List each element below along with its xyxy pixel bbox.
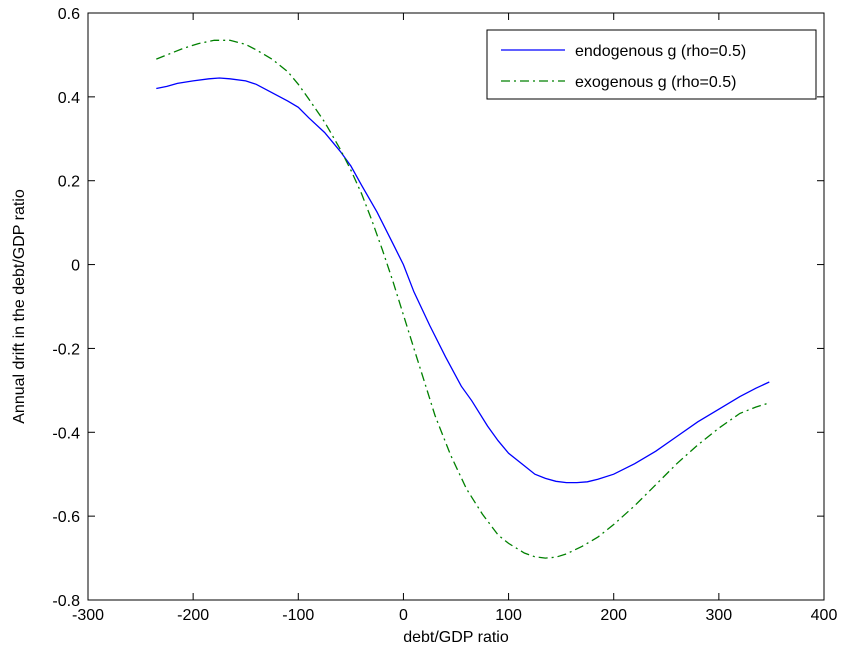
axis-ticks bbox=[87, 12, 825, 601]
y-tick-label: -0.4 bbox=[52, 425, 80, 442]
plot-area-frame bbox=[87, 12, 825, 601]
y-tick-label: -0.6 bbox=[52, 509, 80, 526]
x-axis-label: debt/GDP ratio bbox=[403, 629, 509, 646]
x-tick-label: 300 bbox=[706, 607, 733, 624]
legend-entry-endogenous: endogenous g (rho=0.5) bbox=[575, 43, 746, 60]
axis-tick-labels: -300 -200 -100 0 100 200 300 400 -0.8 -0.6 -0.4 -0.… bbox=[52, 6, 837, 624]
legend-box bbox=[486, 29, 817, 100]
y-axis-label: Annual drift in the debt/GDP ratio bbox=[11, 189, 28, 424]
x-tick-label: 400 bbox=[811, 607, 838, 624]
series-lines bbox=[156, 39, 770, 559]
x-tick-label: -100 bbox=[282, 607, 314, 624]
y-tick-label: -0.8 bbox=[52, 593, 80, 610]
x-tick-label: -300 bbox=[72, 607, 104, 624]
x-tick-label: 100 bbox=[495, 607, 522, 624]
y-tick-label: 0.6 bbox=[58, 6, 80, 23]
series-line-endogenous bbox=[156, 77, 770, 484]
x-tick-label: 0 bbox=[399, 607, 408, 624]
x-tick-label: -200 bbox=[177, 607, 209, 624]
legend-entry-exogenous: exogenous g (rho=0.5) bbox=[575, 74, 736, 91]
y-tick-label: 0 bbox=[71, 258, 80, 275]
x-tick-label: 200 bbox=[600, 607, 627, 624]
legend: endogenous g (rho=0.5) exogenous g (rho=… bbox=[486, 29, 817, 100]
y-tick-label: 0.4 bbox=[58, 90, 80, 107]
y-tick-label: 0.2 bbox=[58, 174, 80, 191]
series-line-exogenous bbox=[156, 39, 770, 559]
y-tick-label: -0.2 bbox=[52, 341, 80, 358]
